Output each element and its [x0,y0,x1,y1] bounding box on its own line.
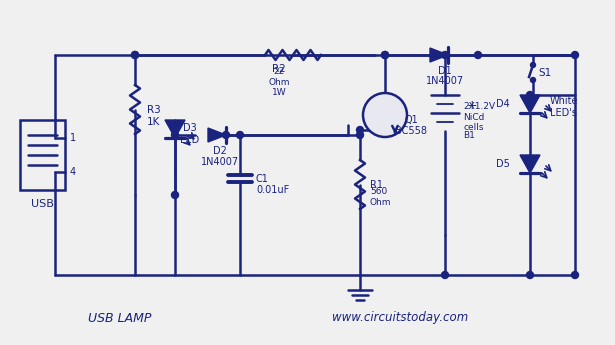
Text: 22
Ohm
1W: 22 Ohm 1W [268,67,290,97]
Circle shape [363,93,407,137]
Text: Q1: Q1 [404,115,418,125]
Circle shape [442,272,448,278]
Circle shape [531,62,536,68]
Circle shape [223,131,229,138]
Text: 1N4007: 1N4007 [426,76,464,86]
Circle shape [442,51,448,59]
Circle shape [172,191,178,198]
Polygon shape [430,48,448,62]
Circle shape [381,51,389,59]
Text: 1K: 1K [147,117,161,127]
Circle shape [132,51,138,59]
Text: D4: D4 [496,99,510,109]
Text: USB LAMP: USB LAMP [89,312,152,325]
Circle shape [357,127,363,134]
Text: S1: S1 [538,68,552,78]
Text: USB: USB [31,199,54,209]
Text: B1: B1 [463,130,475,139]
Text: C1: C1 [256,174,269,184]
Polygon shape [208,128,226,142]
Text: LED: LED [180,135,200,145]
Circle shape [571,51,579,59]
Polygon shape [520,95,540,113]
Circle shape [357,131,363,138]
Text: 2X1.2V
NiCd
cells: 2X1.2V NiCd cells [463,102,495,132]
Text: R3: R3 [147,105,161,115]
Text: D3: D3 [183,123,197,133]
Text: BC558: BC558 [395,126,427,136]
Text: +: + [467,99,478,111]
Text: 1N4007: 1N4007 [201,157,239,167]
Circle shape [237,131,244,138]
Text: R2: R2 [272,64,286,74]
Circle shape [526,272,533,278]
Polygon shape [165,120,185,138]
Circle shape [381,51,389,59]
Text: White
LED's: White LED's [550,96,579,118]
Text: 1: 1 [70,133,76,143]
Polygon shape [520,155,540,173]
Text: www.circuitstoday.com: www.circuitstoday.com [332,312,468,325]
Text: D1: D1 [438,66,452,76]
Circle shape [571,272,579,278]
Circle shape [475,51,482,59]
Circle shape [132,51,138,59]
Circle shape [531,78,536,82]
Text: 0.01uF: 0.01uF [256,185,289,195]
Text: R1: R1 [370,180,383,190]
Circle shape [526,91,533,99]
Text: 560
Ohm: 560 Ohm [370,187,392,207]
Text: 4: 4 [70,167,76,177]
Circle shape [172,131,178,138]
Text: D5: D5 [496,159,510,169]
Text: D2: D2 [213,146,227,156]
